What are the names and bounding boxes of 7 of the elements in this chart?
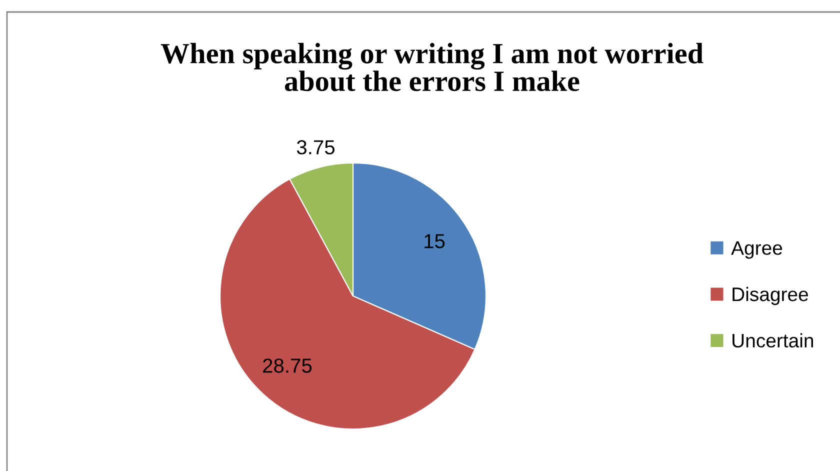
legend-label: Agree [731,241,782,259]
legend-label: Disagree [732,286,808,306]
chart-title: When speaking or writing I am not worried about the errors I make [160,42,704,92]
data-label: 15 [424,234,445,248]
data-label: 28.75 [263,358,312,373]
legend-label: Uncertain [732,333,814,348]
data-label: 3.75 [296,140,335,154]
